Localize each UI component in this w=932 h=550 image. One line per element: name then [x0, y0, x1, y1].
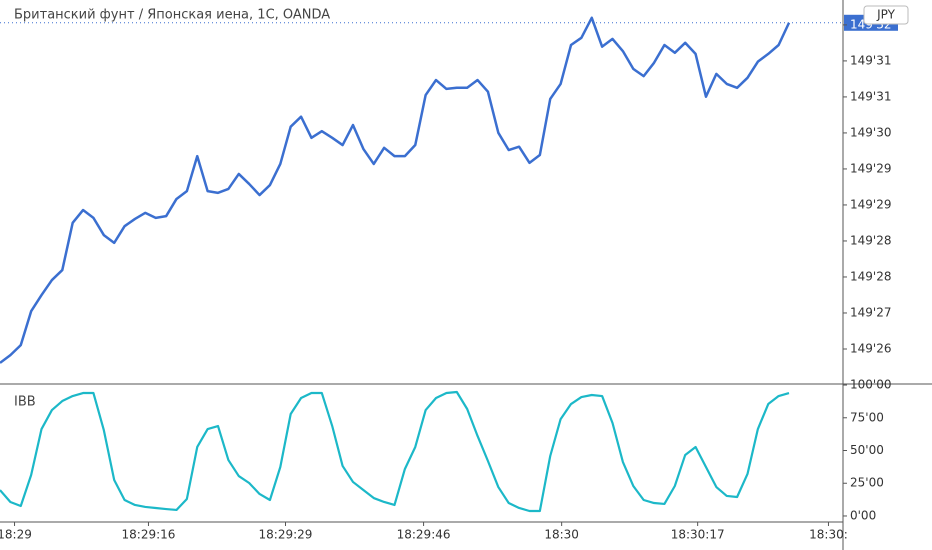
x-tick-label: 18:29:46 [397, 528, 451, 542]
x-tick-label: 18:29:29 [259, 528, 313, 542]
y-tick-label: 149'31 [850, 53, 891, 67]
chart-title: Британский фунт / Японская иена, 1С, OAN… [14, 8, 330, 23]
y-tick-label: 25'00 [850, 476, 884, 490]
indicator-title: IBB [14, 395, 36, 410]
y-tick-label: 100'00 [850, 378, 891, 392]
x-tick-label: 18:30: [809, 528, 848, 542]
x-tick-label: 18:29 [0, 528, 32, 542]
data-line [0, 390, 790, 513]
y-tick-label: 149'27 [850, 305, 891, 319]
y-tick-label: 149'28 [850, 269, 891, 283]
y-tick-label: 149'26 [850, 341, 891, 355]
y-tick-label: 50'00 [850, 443, 884, 457]
x-tick-label: 18:30 [544, 528, 579, 542]
y-tick-label: 0'00 [850, 508, 876, 522]
y-tick-label: 149'28 [850, 233, 891, 247]
currency-box [863, 5, 909, 25]
currency-label: JPY [876, 8, 896, 22]
y-tick-label: 149'30 [850, 125, 891, 139]
x-tick-label: 18:29:16 [122, 528, 176, 542]
y-tick-label: 149'29 [850, 197, 891, 211]
x-tick-label: 18:30:17 [671, 528, 725, 542]
data-line [0, 16, 791, 364]
y-tick-label: 149'29 [850, 161, 891, 175]
y-tick-label: 75'00 [850, 410, 884, 424]
y-tick-label: 149'31 [850, 89, 891, 103]
